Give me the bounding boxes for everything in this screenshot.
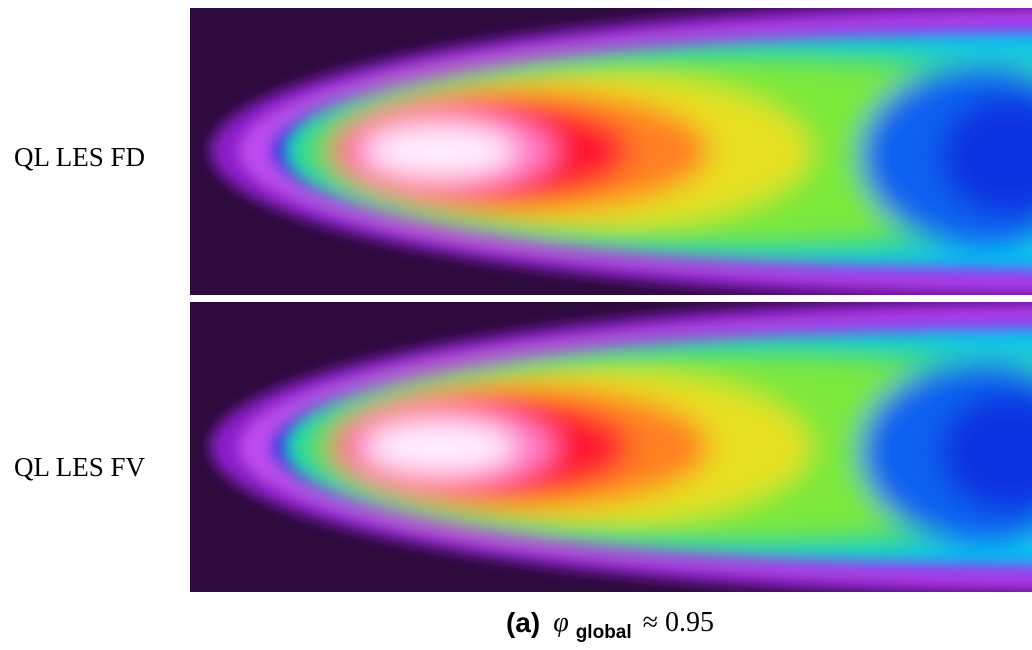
caption: (a) φ global ≈ 0.95 [506,607,714,646]
panel-image [190,1,1032,301]
panel-label: QL LES FD [14,142,145,172]
caption-relation: ≈ 0.95 [643,607,714,638]
panel-image [190,297,1032,597]
panel-label: QL LES FV [14,452,146,482]
caption-label: (a) [506,607,540,638]
caption-subscript: global [576,622,632,643]
caption-symbol: φ [553,607,569,638]
